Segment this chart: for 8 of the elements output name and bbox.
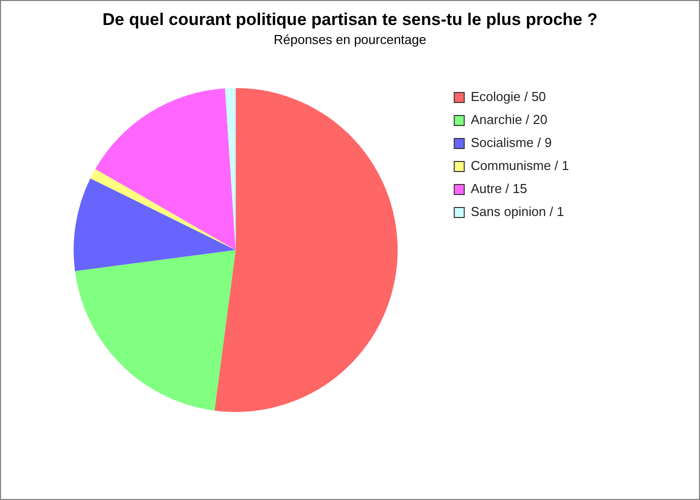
legend-label: Anarchie / 20 (470, 112, 548, 128)
legend-label: Sans opinion / 1 (470, 204, 564, 220)
chart-title: De quel courant politique partisan te sens-tu le plus proche ? (102, 10, 598, 29)
legend-label: Socialisme / 9 (470, 135, 552, 150)
legend-label: Ecologie / 50 (470, 89, 546, 104)
chart-subtitle: Réponses en pourcentage (274, 32, 426, 47)
legend-label: Communisme / 1 (470, 158, 569, 174)
legend-label: Autre / 15 (470, 181, 528, 196)
